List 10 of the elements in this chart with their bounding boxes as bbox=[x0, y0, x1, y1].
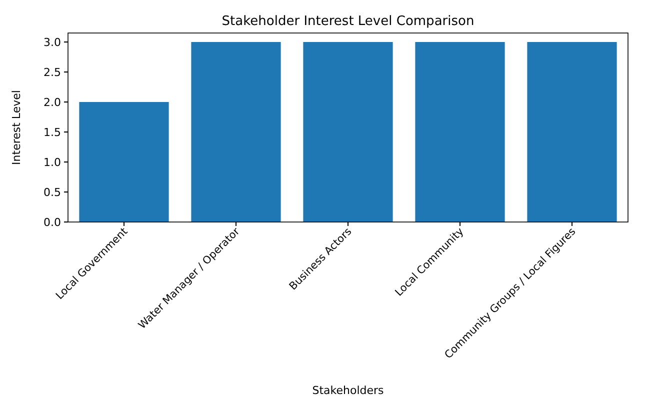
chart-title: Stakeholder Interest Level Comparison bbox=[222, 14, 474, 29]
y-tick-label: 0.0 bbox=[44, 216, 61, 229]
x-axis-title: Stakeholders bbox=[312, 384, 384, 397]
y-tick-label: 0.5 bbox=[44, 186, 61, 199]
y-tick-label: 2.0 bbox=[44, 96, 61, 109]
y-tick-label: 1.0 bbox=[44, 156, 61, 169]
y-tick-label: 2.5 bbox=[44, 66, 61, 79]
y-axis-title: Interest Level bbox=[10, 90, 23, 165]
y-tick-label: 3.0 bbox=[44, 36, 61, 49]
y-tick-label: 1.5 bbox=[44, 126, 61, 139]
